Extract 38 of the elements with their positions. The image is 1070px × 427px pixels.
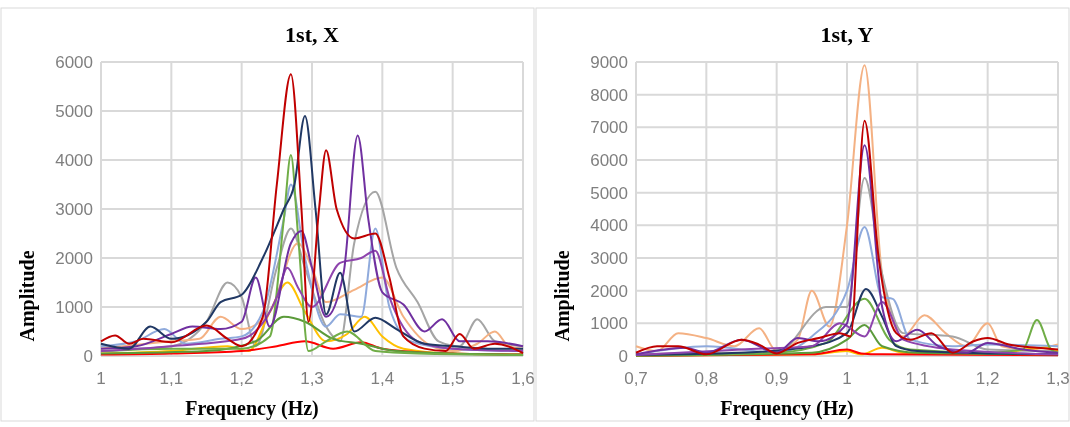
x-axis-title: Frequency (Hz): [185, 397, 319, 420]
x-tick-label: 1,4: [370, 369, 395, 388]
y-tick-label: 6000: [590, 151, 628, 170]
y-tick-label: 1000: [55, 298, 93, 317]
x-tick-label: 1,6: [511, 369, 535, 388]
y-tick-label: 2000: [55, 249, 93, 268]
y-tick-label: 4000: [590, 216, 628, 236]
y-tick-label: 0: [618, 347, 628, 366]
y-tick-label: 5000: [590, 183, 628, 203]
x-tick-label: 1,1: [905, 369, 930, 388]
y-tick-label: 3000: [590, 249, 628, 268]
x-tick-label: 0,8: [694, 369, 719, 388]
x-tick-label: 0,9: [764, 369, 789, 388]
x-tick-label: 1,2: [229, 369, 254, 388]
line-series: [635, 64, 1059, 353]
y-tick-label: 9000: [590, 53, 628, 72]
y-tick-label: 2000: [590, 281, 628, 301]
y-tick-label: 6000: [55, 53, 93, 72]
y-tick-label: 4000: [55, 151, 93, 170]
x-tick-label: 1,5: [440, 369, 465, 388]
x-axis-title: Frequency (Hz): [720, 397, 854, 420]
chart-title: 1st, Y: [820, 22, 874, 47]
y-tick-label: 1000: [590, 314, 628, 334]
y-tick-label: 7000: [590, 118, 628, 138]
x-tick-label: 1,1: [159, 369, 184, 388]
x-tick-label: 1: [96, 369, 106, 388]
x-tick-label: 1,2: [975, 369, 1000, 388]
y-tick-label: 8000: [590, 85, 628, 105]
x-tick-label: 1,3: [300, 369, 324, 388]
x-tick-label: 1,3: [1046, 369, 1070, 388]
x-tick-label: 1: [842, 369, 852, 388]
chart-title: 1st, X: [285, 22, 339, 47]
y-axis-title: Amplitude: [16, 250, 39, 342]
y-tick-label: 0: [83, 347, 93, 366]
y-axis-title: Amplitude: [551, 250, 574, 342]
y-tick-label: 3000: [55, 200, 93, 219]
y-tick-label: 5000: [55, 102, 93, 121]
x-tick-label: 0,7: [624, 369, 648, 388]
